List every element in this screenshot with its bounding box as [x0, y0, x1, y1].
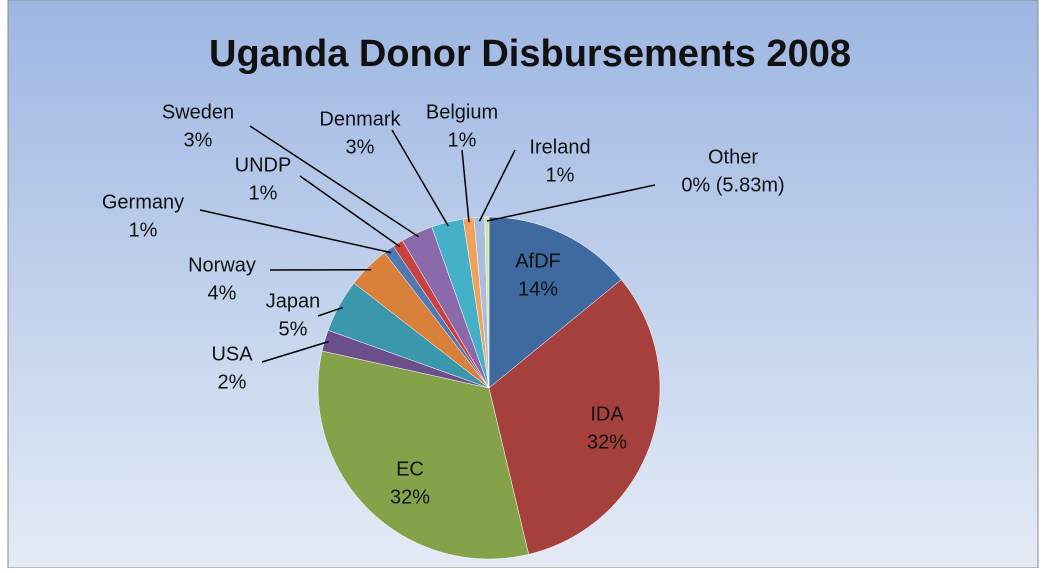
slice-label: Japan	[266, 290, 321, 312]
slice-label: EC	[396, 458, 424, 480]
slice-value-label: 1%	[448, 129, 477, 151]
slice-value-label: 1%	[129, 219, 158, 241]
slice-label: Ireland	[529, 136, 590, 158]
slice-label: Other	[708, 146, 758, 168]
slice-label: USA	[211, 343, 253, 365]
slice-label: AfDF	[515, 250, 561, 272]
slice-value-label: 3%	[184, 129, 213, 151]
slice-value-label: 14%	[518, 278, 558, 300]
slice-value-label: 2%	[218, 371, 247, 393]
slice-value-label: 32%	[390, 486, 430, 508]
slice-label: Denmark	[319, 108, 401, 130]
slice-label: Norway	[188, 254, 256, 276]
slice-value-label: 4%	[208, 282, 237, 304]
chart-title: Uganda Donor Disbursements 2008	[209, 33, 851, 75]
slice-label: Germany	[102, 191, 184, 213]
slice-value-label: 32%	[587, 431, 627, 453]
slice-label: Belgium	[426, 101, 498, 123]
slice-value-label: 0% (5.83m)	[681, 174, 784, 196]
slice-value-label: 5%	[279, 318, 308, 340]
slice-label: IDA	[590, 403, 624, 425]
slice-value-label: 3%	[346, 136, 375, 158]
slice-value-label: 1%	[249, 182, 278, 204]
slice-label: UNDP	[235, 154, 292, 176]
slice-label: Sweden	[162, 101, 234, 123]
slice-value-label: 1%	[546, 164, 575, 186]
